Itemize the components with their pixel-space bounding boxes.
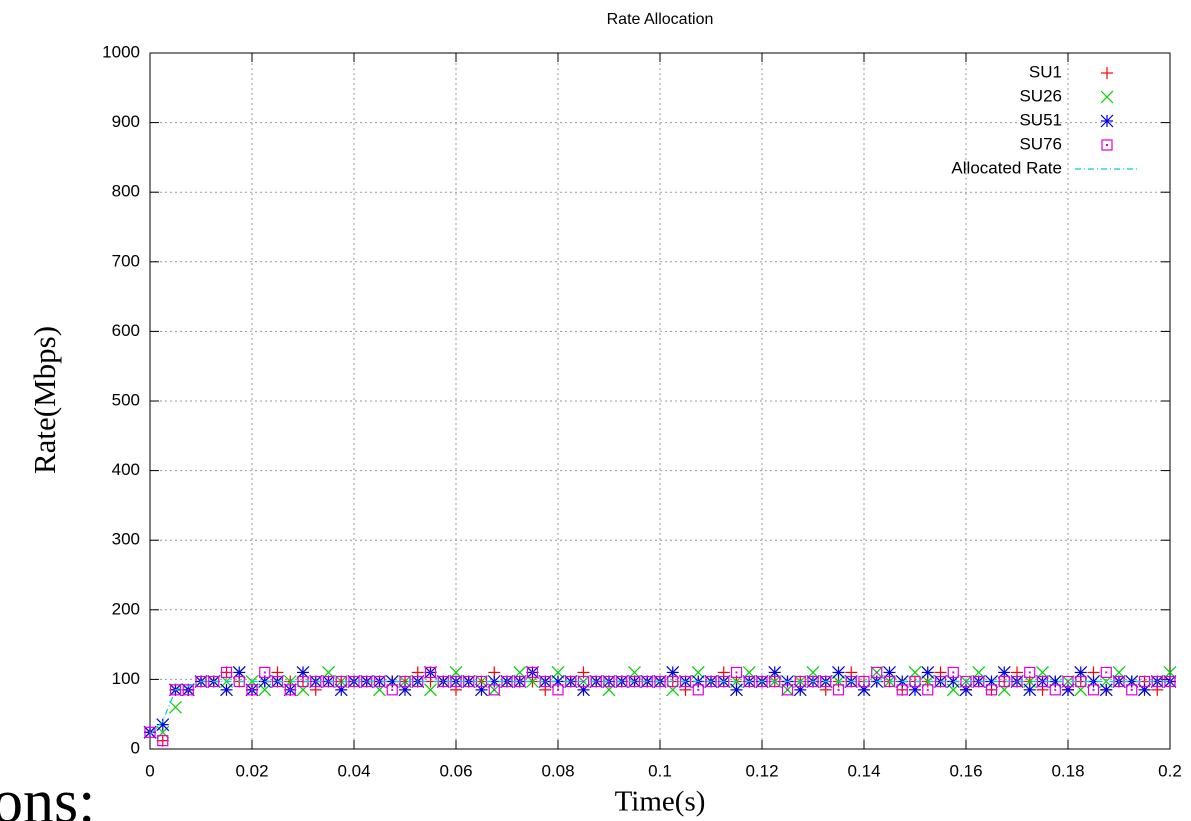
caption-fragment: ons:	[0, 768, 95, 821]
chart-title: Rate Allocation	[607, 11, 714, 28]
x-tick-label: 0.08	[541, 761, 574, 780]
marker	[386, 684, 398, 696]
x-tick-label: 0.06	[439, 761, 472, 780]
marker	[1100, 666, 1112, 679]
marker	[1138, 683, 1151, 697]
x-tick-label: 0.2	[1158, 761, 1182, 780]
y-tick-label: 500	[112, 390, 140, 409]
marker	[947, 666, 959, 679]
marker	[526, 666, 539, 679]
marker	[1074, 683, 1088, 697]
x-tick-label: 0.16	[949, 761, 982, 780]
marker	[1048, 675, 1062, 688]
marker	[857, 683, 871, 697]
marker	[692, 684, 704, 696]
marker	[398, 683, 412, 697]
y-tick-label: 900	[112, 112, 140, 131]
marker	[871, 666, 883, 679]
series-line	[149, 680, 1170, 736]
marker	[1024, 666, 1036, 679]
marker	[169, 700, 182, 714]
legend-label: SU1	[1029, 62, 1062, 81]
y-tick-label: 200	[112, 599, 140, 618]
marker	[793, 683, 807, 697]
x-tick-label: 0	[145, 761, 154, 780]
marker	[182, 684, 194, 696]
marker	[985, 684, 998, 696]
marker	[1023, 683, 1037, 697]
marker	[921, 666, 935, 679]
marker	[730, 666, 743, 679]
marker	[424, 666, 437, 679]
marker	[997, 683, 1011, 697]
marker	[1099, 683, 1113, 697]
marker	[259, 666, 271, 679]
x-tick-label: 0.02	[235, 761, 268, 780]
marker	[691, 666, 705, 679]
marker	[246, 684, 258, 696]
marker	[284, 684, 296, 696]
marker	[1087, 684, 1100, 696]
marker	[334, 683, 348, 697]
marker	[1087, 675, 1100, 688]
marker	[922, 684, 934, 696]
y-tick-label: 1000	[102, 42, 140, 61]
legend-label: SU76	[1019, 134, 1062, 153]
marker	[157, 735, 169, 747]
marker	[552, 684, 564, 696]
x-tick-label: 0.18	[1051, 761, 1084, 780]
legend-label: SU26	[1019, 86, 1062, 105]
y-tick-label: 0	[131, 738, 140, 757]
marker	[1101, 67, 1113, 79]
x-tick-label: 0.1	[648, 761, 672, 780]
marker	[832, 684, 845, 696]
y-tick-label: 100	[112, 669, 140, 688]
marker	[220, 666, 233, 679]
marker	[296, 683, 310, 697]
x-axis-label: Time(s)	[615, 786, 706, 818]
marker	[424, 683, 437, 697]
marker	[220, 683, 233, 697]
legend-label: Allocated Rate	[951, 158, 1062, 177]
marker	[1100, 90, 1114, 104]
plot-frame	[149, 52, 1171, 750]
marker	[551, 666, 565, 679]
marker	[577, 683, 590, 697]
y-tick-label: 400	[112, 460, 140, 479]
marker	[908, 683, 922, 697]
marker	[156, 718, 170, 732]
marker	[1101, 139, 1113, 151]
y-tick-label: 300	[112, 530, 140, 549]
marker	[1061, 683, 1075, 697]
marker	[730, 683, 743, 697]
marker	[666, 683, 680, 697]
y-tick-label: 700	[112, 251, 140, 270]
marker	[1126, 684, 1138, 696]
marker	[475, 683, 488, 697]
marker	[1049, 684, 1061, 696]
y-tick-label: 800	[112, 182, 140, 201]
marker	[896, 684, 908, 696]
marker	[959, 683, 973, 697]
y-tick-label: 600	[112, 321, 140, 340]
x-tick-label: 0.04	[337, 761, 370, 780]
marker	[781, 684, 794, 696]
marker	[1100, 114, 1114, 128]
y-axis-label: Rate(Mbps)	[27, 326, 62, 474]
x-tick-label: 0.14	[847, 761, 880, 780]
legend-label: SU51	[1019, 110, 1062, 129]
marker	[488, 684, 500, 696]
x-tick-label: 0.12	[745, 761, 778, 780]
marker	[832, 666, 845, 679]
marker	[144, 726, 156, 738]
